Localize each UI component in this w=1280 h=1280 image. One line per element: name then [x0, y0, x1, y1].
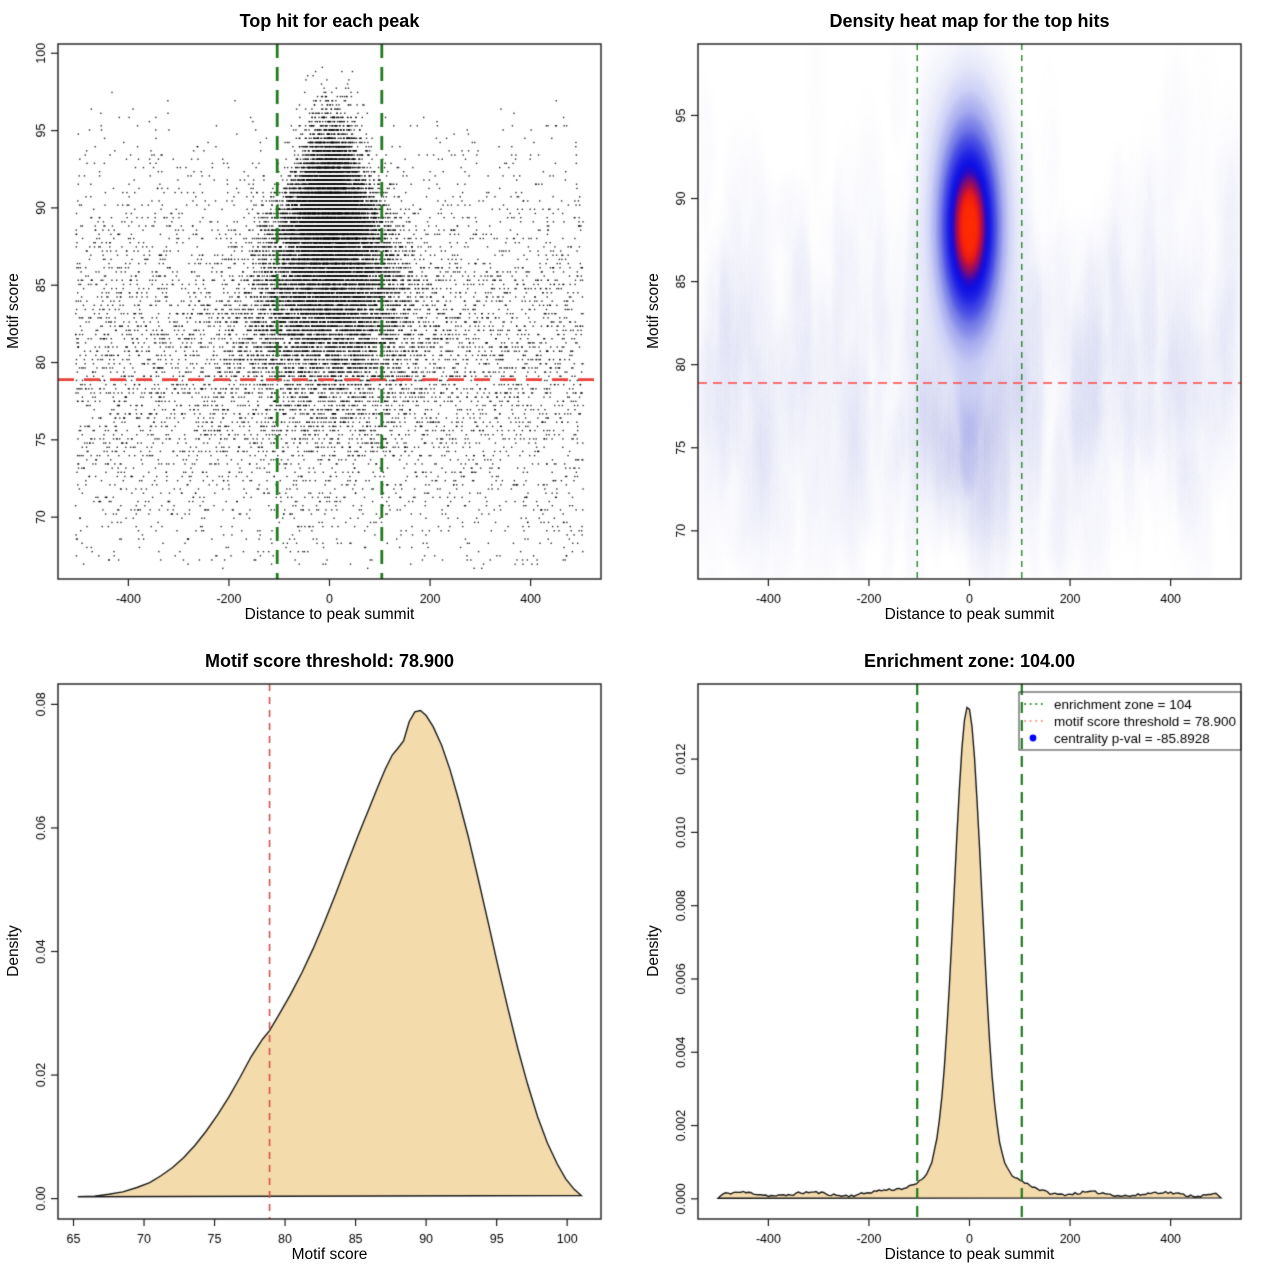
heatmap-canvas — [640, 0, 1280, 640]
y-axis-label: Motif score — [645, 273, 662, 349]
panel-title: Enrichment zone: 104.00 — [863, 651, 1076, 671]
x-axis-label: Distance to peak summit — [884, 606, 1055, 623]
panel-density-heatmap: Density heat map for the top hits Distan… — [640, 0, 1280, 640]
panel-enrichment-zone-density: Enrichment zone: 104.00 Distance to peak… — [640, 640, 1280, 1280]
summit-distance-density-canvas — [640, 640, 1280, 1280]
panel-top-hit-scatter: Top hit for each peak Distance to peak s… — [0, 0, 640, 640]
scatter-plot-canvas — [0, 0, 640, 640]
panel-motif-score-density: Motif score threshold: 78.900 Motif scor… — [0, 640, 640, 1280]
motif-score-density-canvas — [0, 640, 640, 1280]
y-axis-label: Motif score — [5, 273, 22, 349]
panel-title: Density heat map for the top hits — [829, 11, 1110, 31]
x-axis-label: Motif score — [291, 1246, 368, 1263]
x-axis-label: Distance to peak summit — [884, 1246, 1055, 1263]
x-axis-label: Distance to peak summit — [244, 606, 415, 623]
panel-title: Motif score threshold: 78.900 — [204, 651, 455, 671]
panel-title: Top hit for each peak — [239, 11, 420, 31]
y-axis-label: Density — [5, 925, 22, 977]
y-axis-label: Density — [645, 925, 662, 977]
